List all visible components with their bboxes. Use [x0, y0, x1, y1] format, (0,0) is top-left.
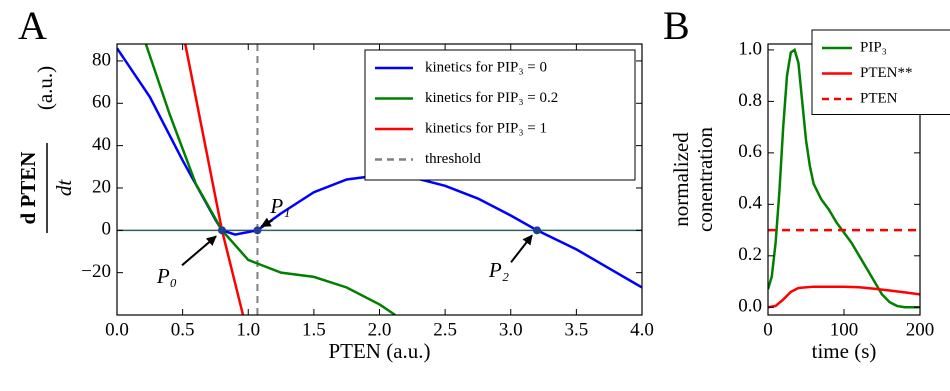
y-tick-label: 0.4	[738, 193, 762, 214]
point-label: P₀	[156, 264, 177, 288]
series-line	[768, 47, 920, 309]
legend-label: kinetics for PIP₃ = 0	[425, 59, 547, 75]
arrow	[510, 234, 533, 263]
x-axis-label: time (s)	[812, 339, 877, 363]
legend-label: PIP₃	[860, 39, 887, 55]
x-tick-label: 3.5	[565, 319, 589, 340]
y-axis-label: normalized	[669, 132, 693, 227]
arrow	[181, 235, 217, 267]
y-tick-label: 0	[102, 219, 112, 240]
panel-label: A	[18, 3, 47, 48]
legend-label: PTEN**	[860, 65, 913, 81]
series-line	[144, 44, 396, 315]
y-tick-label: 0.0	[738, 296, 762, 317]
y-tick-label: −20	[81, 261, 111, 282]
x-tick-label: 2.5	[433, 319, 457, 340]
plot-area	[768, 47, 920, 309]
y-label-denominator: dt	[52, 179, 76, 197]
fixed-point	[253, 226, 262, 235]
y-tick-label: 0.8	[738, 90, 762, 111]
legend-box	[364, 49, 636, 181]
y-axis-label: conentration	[693, 127, 717, 232]
x-tick-label: 3.0	[499, 319, 523, 340]
arrow	[260, 217, 273, 228]
y-label-numerator: d PTEN	[16, 152, 40, 225]
legend-label: PTEN	[860, 90, 898, 106]
panel-label: B	[663, 3, 690, 48]
y-tick-label: 60	[92, 92, 111, 113]
x-tick-label: 0.5	[171, 319, 195, 340]
y-label-unit: (a.u.)	[33, 66, 57, 110]
y-tick-label: 80	[92, 49, 111, 70]
y-tick-label: 20	[92, 176, 111, 197]
y-tick-label: 0.2	[738, 244, 762, 265]
x-axis-label: PTEN (a.u.)	[328, 339, 430, 363]
legend-label: threshold	[425, 151, 481, 167]
x-tick-label: 4.0	[630, 319, 654, 340]
legend-label: kinetics for PIP₃ = 0.2	[425, 90, 558, 106]
legend-label: kinetics for PIP₃ = 1	[425, 120, 547, 136]
y-tick-label: 0.6	[738, 141, 762, 162]
x-tick-label: 2.0	[368, 319, 392, 340]
fixed-point	[533, 226, 541, 235]
x-tick-label: 0	[763, 319, 773, 340]
series-line	[768, 285, 920, 309]
y-tick-label: 1.0	[738, 38, 762, 59]
fixed-point	[218, 226, 226, 235]
x-tick-label: 0.0	[105, 319, 129, 340]
y-tick-label: 40	[92, 134, 111, 155]
x-tick-label: 100	[830, 319, 859, 340]
x-tick-label: 200	[906, 319, 935, 340]
point-label: P₂	[488, 258, 509, 282]
x-tick-label: 1.5	[302, 319, 326, 340]
x-tick-label: 1.0	[236, 319, 260, 340]
point-label: P₁	[269, 194, 290, 218]
